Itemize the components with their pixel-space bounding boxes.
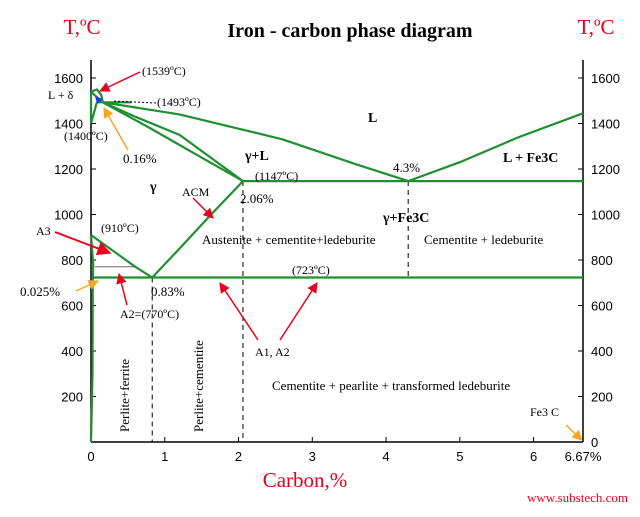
y-tick-label-left: 1600 bbox=[54, 71, 83, 86]
label-a3: A3 bbox=[36, 224, 51, 238]
label-L: L bbox=[368, 111, 377, 126]
y-tick-label-right: 1200 bbox=[591, 162, 620, 177]
arrow-fe3c bbox=[565, 424, 583, 441]
phase-line-ferrite-left bbox=[89, 234, 95, 278]
x-tick-label: 0 bbox=[87, 449, 94, 464]
y-tick-label-left: 1200 bbox=[54, 162, 83, 177]
label-fe3c: Fe3 C bbox=[530, 405, 559, 419]
phase-line-acm bbox=[151, 180, 244, 279]
y-tick-label-right: 600 bbox=[591, 299, 613, 314]
label-910: (910ºC) bbox=[101, 221, 139, 235]
watermark: www.substech.com bbox=[527, 490, 628, 505]
label-a2: A2=(770ºC) bbox=[120, 307, 179, 321]
y-tick-label-right: 0 bbox=[591, 435, 598, 450]
y-tick-label-right: 1400 bbox=[591, 117, 620, 132]
phase-line-solidus bbox=[102, 101, 244, 183]
arrow-1539 bbox=[99, 71, 141, 92]
annotation-arrows bbox=[54, 71, 583, 441]
label-206: 2.06% bbox=[240, 191, 274, 206]
phase-line-liquidus-right bbox=[102, 101, 584, 183]
arrow-016 bbox=[103, 107, 129, 151]
x-tick-label: 5 bbox=[456, 449, 463, 464]
label-perlite-ferrite: Perlite+ferrite bbox=[117, 359, 132, 432]
label-gamma: γ bbox=[149, 180, 157, 195]
y-tick-label-right: 1600 bbox=[591, 71, 620, 86]
arrow-a3 bbox=[54, 231, 112, 256]
label-1493: (1493ºC) bbox=[157, 95, 201, 109]
x-tick-label: 2 bbox=[235, 449, 242, 464]
x-tick-label: 6 bbox=[530, 449, 537, 464]
arrow-1493 bbox=[111, 100, 157, 104]
label-083: 0.83% bbox=[151, 284, 185, 299]
label-1539: (1539ºC) bbox=[142, 64, 186, 78]
y-axis-label-left: T,ºC bbox=[63, 15, 100, 39]
y-tick-label-left: 200 bbox=[61, 390, 83, 405]
y-tick-label-right: 800 bbox=[591, 253, 613, 268]
label-gamma-fe3c: γ+Fe3C bbox=[382, 211, 429, 226]
arrow-a2 bbox=[116, 272, 128, 306]
label-acm: ACM bbox=[182, 185, 210, 199]
dashed-composition-lines bbox=[151, 181, 409, 442]
x-axis-label: Carbon,% bbox=[263, 468, 348, 492]
label-gamma-L: γ+L bbox=[244, 149, 269, 164]
label-016: 0.16% bbox=[123, 151, 157, 166]
phase-line-ferrite-solvus bbox=[89, 277, 94, 443]
diagram-labels: (1539ºC) L + δ (1493ºC) (1400ºC) 0.16% L… bbox=[20, 64, 559, 432]
arrow-a1-right bbox=[279, 282, 318, 341]
label-l-delta: L + δ bbox=[48, 88, 74, 102]
label-0025: 0.025% bbox=[20, 284, 60, 299]
label-L-fe3c: L + Fe3C bbox=[503, 151, 558, 166]
phase-line-a3 bbox=[90, 234, 153, 279]
label-43: 4.3% bbox=[393, 160, 420, 175]
delta-point-marker bbox=[95, 96, 103, 104]
label-cementite-ledeburite: Cementite + ledeburite bbox=[424, 232, 543, 247]
x-tick-label: 6.67% bbox=[565, 449, 602, 464]
label-723: (723ºC) bbox=[292, 263, 330, 277]
y-tick-label-left: 1400 bbox=[54, 117, 83, 132]
y-tick-label-left: 400 bbox=[61, 344, 83, 359]
phase-line-delta-lower bbox=[89, 102, 98, 124]
label-low-region: Cementite + pearlite + transformed ledeb… bbox=[272, 378, 510, 393]
label-a1a2: A1, A2 bbox=[255, 345, 290, 359]
y-tick-label-right: 200 bbox=[591, 390, 613, 405]
x-tick-label: 1 bbox=[161, 449, 168, 464]
arrow-0025 bbox=[75, 280, 99, 292]
y-tick-label-left: 1000 bbox=[54, 208, 83, 223]
x-tick-label: 3 bbox=[309, 449, 316, 464]
y-tick-label-right: 400 bbox=[591, 344, 613, 359]
y-tick-label-left: 800 bbox=[61, 253, 83, 268]
y-tick-label-right: 1000 bbox=[591, 208, 620, 223]
axis-ticks: 0 1 2 3 4 5 6 6.67% 200 400 600 800 1000 1200 1400 1600… bbox=[54, 71, 620, 464]
label-austenite-region: Austenite + cementite+ledeburite bbox=[202, 232, 376, 247]
arrow-acm bbox=[192, 197, 214, 219]
label-perlite-cementite: Perlite+cementite bbox=[191, 340, 206, 432]
label-1147: (1147ºC) bbox=[255, 169, 298, 183]
arrow-a1-left bbox=[219, 282, 259, 341]
y-tick-label-left: 600 bbox=[61, 299, 83, 314]
chart-title: Iron - carbon phase diagram bbox=[227, 20, 473, 42]
y-axis-label-right: T,ºC bbox=[577, 15, 614, 39]
x-tick-label: 4 bbox=[382, 449, 389, 464]
label-1400: (1400ºC) bbox=[64, 129, 108, 143]
